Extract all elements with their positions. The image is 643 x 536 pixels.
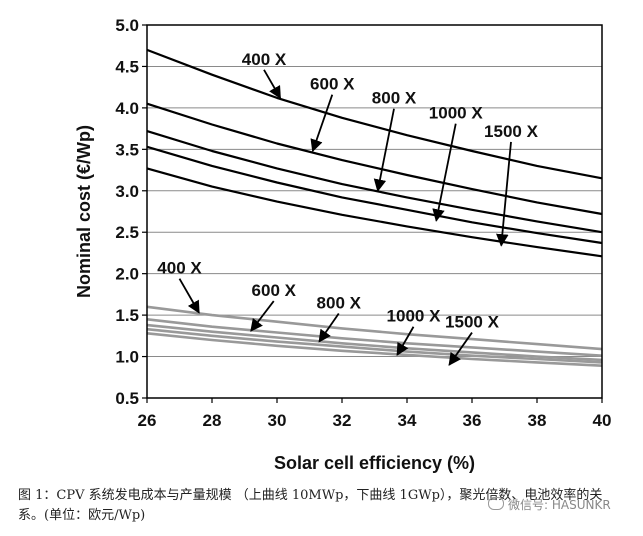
series-line-upper-2 — [147, 131, 602, 232]
y-tick-label-6: 3.5 — [115, 140, 139, 159]
annotation-label-6: 600 X — [252, 281, 297, 300]
annotation-label-9: 1500 X — [445, 313, 500, 332]
series-line-upper-0 — [147, 50, 602, 178]
x-tick-label-3: 32 — [333, 411, 352, 430]
annotation-arrow-1 — [313, 95, 333, 151]
y-tick-label-0: 0.5 — [115, 389, 139, 408]
x-tick-label-5: 36 — [463, 411, 482, 430]
annotation-arrow-5 — [180, 279, 200, 313]
y-tick-label-2: 1.5 — [115, 306, 139, 325]
annotation-label-8: 1000 X — [387, 307, 442, 326]
y-axis-label: Nominal cost (€/Wp) — [74, 125, 94, 298]
y-tick-label-5: 3.0 — [115, 182, 139, 201]
x-tick-labels: 26 28 30 32 34 36 38 40 — [138, 398, 612, 430]
annotation-arrow-6 — [251, 301, 274, 331]
series-line-upper-1 — [147, 104, 602, 214]
annotation-label-2: 800 X — [372, 89, 417, 108]
y-tick-label-4: 2.5 — [115, 223, 139, 242]
series-line-upper-3 — [147, 147, 602, 243]
y-tick-labels: 0.5 1.0 1.5 2.0 2.5 3.0 3.5 4.0 4.5 5.0 — [115, 16, 147, 408]
x-tick-label-4: 34 — [398, 411, 417, 430]
x-tick-label-1: 28 — [203, 411, 222, 430]
annotation-label-4: 1500 X — [484, 122, 539, 141]
series-line-upper-4 — [147, 168, 602, 256]
watermark: 微信号: HASUNKR — [488, 496, 611, 513]
y-tick-label-8: 4.5 — [115, 57, 139, 76]
wechat-icon — [488, 497, 504, 510]
x-tick-label-7: 40 — [593, 411, 612, 430]
y-tick-label-1: 1.0 — [115, 348, 139, 367]
annotation-label-0: 400 X — [242, 50, 287, 69]
annotation-label-1: 600 X — [310, 75, 355, 94]
annotation-label-5: 400 X — [157, 259, 202, 278]
annotation-label-7: 800 X — [317, 293, 362, 312]
annotation-label-3: 1000 X — [429, 104, 484, 123]
y-tick-label-9: 5.0 — [115, 16, 139, 35]
y-tick-label-3: 2.0 — [115, 265, 139, 284]
x-axis-label: Solar cell efficiency (%) — [274, 453, 475, 473]
watermark-text: 微信号: HASUNKR — [508, 498, 611, 512]
x-tick-label-2: 30 — [268, 411, 287, 430]
y-tick-label-7: 4.0 — [115, 99, 139, 118]
x-tick-label-6: 38 — [528, 411, 547, 430]
x-tick-label-0: 26 — [138, 411, 157, 430]
